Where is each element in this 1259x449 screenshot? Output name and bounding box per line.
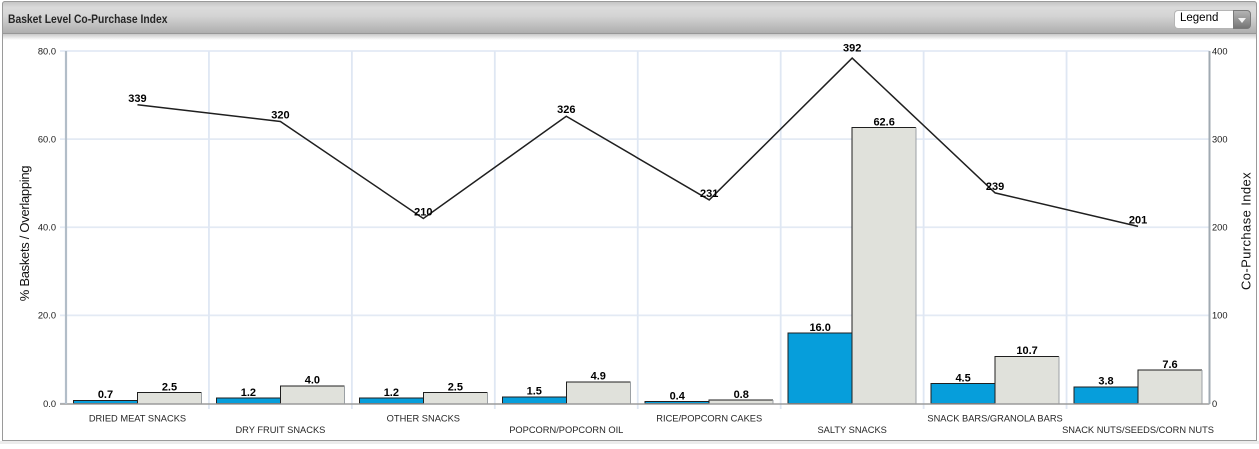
svg-text:100: 100 [1212,311,1228,321]
svg-text:SALTY SNACKS: SALTY SNACKS [817,425,886,435]
svg-text:4.9: 4.9 [591,371,606,383]
svg-text:320: 320 [271,110,289,122]
svg-text:0.8: 0.8 [734,389,749,401]
svg-text:2.5: 2.5 [162,381,177,393]
svg-text:20.0: 20.0 [38,311,56,321]
svg-text:326: 326 [557,104,575,116]
svg-text:POPCORN/POPCORN OIL: POPCORN/POPCORN OIL [509,425,623,435]
svg-text:4.0: 4.0 [305,375,320,387]
svg-text:OTHER SNACKS: OTHER SNACKS [387,413,460,423]
svg-text:60.0: 60.0 [38,134,56,144]
svg-text:40.0: 40.0 [38,223,56,233]
svg-text:SNACK BARS/GRANOLA BARS: SNACK BARS/GRANOLA BARS [927,413,1062,423]
svg-text:Co-Purchase Index: Co-Purchase Index [1239,172,1254,290]
svg-text:SNACK NUTS/SEEDS/CORN NUTS: SNACK NUTS/SEEDS/CORN NUTS [1062,425,1214,435]
svg-text:0.4: 0.4 [670,391,686,403]
svg-text:0.0: 0.0 [43,399,56,409]
svg-text:% Baskets / Overlapping: % Baskets / Overlapping [17,166,32,302]
svg-text:231: 231 [700,188,718,200]
svg-text:0.7: 0.7 [98,389,113,401]
svg-text:1.2: 1.2 [384,387,399,399]
svg-text:16.0: 16.0 [809,322,830,334]
svg-text:7.6: 7.6 [1162,359,1177,371]
svg-text:239: 239 [986,181,1004,193]
svg-text:201: 201 [1129,214,1147,226]
svg-text:339: 339 [128,93,146,105]
svg-text:200: 200 [1212,223,1228,233]
svg-text:DRIED MEAT SNACKS: DRIED MEAT SNACKS [89,413,186,423]
svg-text:400: 400 [1212,46,1228,56]
svg-text:3.8: 3.8 [1098,376,1113,388]
svg-text:10.7: 10.7 [1016,345,1037,357]
svg-text:300: 300 [1212,134,1228,144]
svg-text:DRY FRUIT SNACKS: DRY FRUIT SNACKS [235,425,325,435]
svg-text:80.0: 80.0 [38,46,56,56]
svg-text:62.6: 62.6 [873,116,894,128]
svg-text:392: 392 [843,43,861,55]
svg-text:4.5: 4.5 [955,372,970,384]
svg-text:1.5: 1.5 [527,386,542,398]
svg-text:1.2: 1.2 [241,387,256,399]
svg-text:0: 0 [1212,399,1217,409]
svg-text:2.5: 2.5 [448,381,463,393]
svg-text:RICE/POPCORN CAKES: RICE/POPCORN CAKES [656,413,762,423]
svg-text:210: 210 [414,206,432,218]
